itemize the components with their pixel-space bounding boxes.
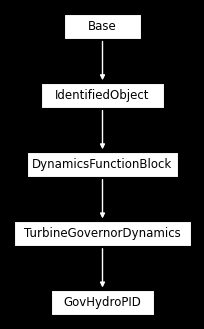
Text: GovHydroPID: GovHydroPID: [63, 296, 141, 309]
Text: DynamicsFunctionBlock: DynamicsFunctionBlock: [32, 158, 172, 171]
FancyBboxPatch shape: [51, 291, 153, 315]
FancyBboxPatch shape: [14, 221, 190, 246]
FancyBboxPatch shape: [27, 152, 177, 177]
Text: Base: Base: [88, 20, 116, 33]
FancyBboxPatch shape: [63, 14, 141, 38]
Text: TurbineGovernorDynamics: TurbineGovernorDynamics: [24, 227, 180, 240]
FancyBboxPatch shape: [41, 83, 163, 108]
Text: IdentifiedObject: IdentifiedObject: [55, 89, 149, 102]
